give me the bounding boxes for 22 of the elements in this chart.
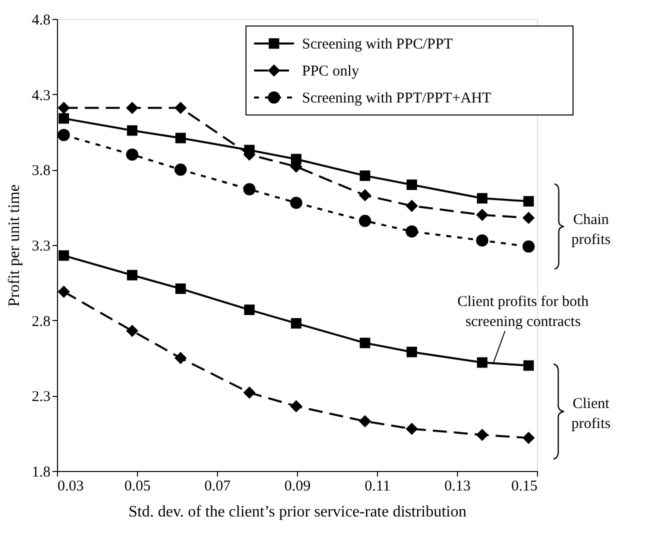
text: Chain profits	[571, 212, 611, 248]
y-tick-label: 4.8	[32, 12, 50, 28]
y-tick-label: 4.3	[32, 88, 50, 104]
x-tick-label: 0.13	[444, 478, 471, 494]
legend-label: PPC only	[302, 64, 360, 80]
x-tick-label: 0.07	[204, 478, 232, 494]
x-tick-label: 0.09	[284, 478, 311, 494]
y-tick-label: 3.8	[32, 163, 50, 180]
legend-label: Screening with PPC/PPT	[302, 36, 453, 52]
x-tick-label: 0.15	[511, 478, 538, 494]
x-axis-title: Std. dev. of the client’s prior service-rate distribution	[128, 504, 466, 520]
text: Client profits	[571, 396, 611, 432]
x-tick-label: 0.03	[58, 478, 84, 494]
y-tick-label: 2.8	[32, 314, 50, 330]
y-axis-title: Profit per unit time	[6, 184, 23, 307]
x-tick-label: 0.05	[124, 478, 151, 494]
legend-label: Screening with PPT/PPT+AHT	[302, 90, 492, 106]
annotation: Client profits for both screening contracts	[457, 294, 590, 330]
x-tick-label: 0.11	[364, 478, 390, 494]
y-tick-label: 2.3	[32, 389, 50, 406]
y-tick-label: 1.8	[32, 464, 50, 480]
y-tick-label: 3.3	[32, 238, 50, 254]
